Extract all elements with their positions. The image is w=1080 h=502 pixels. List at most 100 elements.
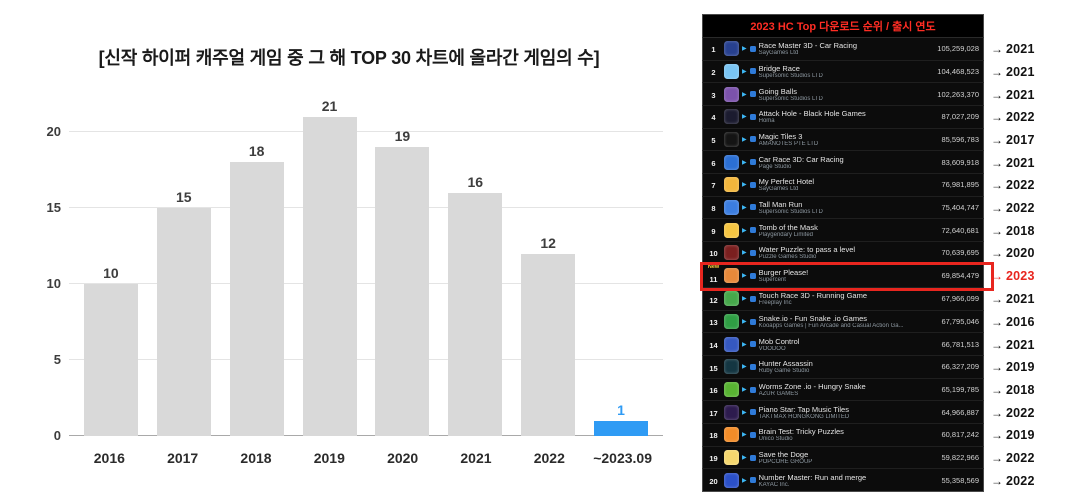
bar-group: 10 [80, 94, 142, 436]
app-publisher: KAYAC Inc. [758, 481, 790, 488]
app-icon [724, 450, 739, 466]
app-platform-icon [749, 272, 756, 279]
y-axis-tick-label: 15 [46, 200, 61, 216]
app-publisher: Ruby Game Studio [758, 368, 810, 375]
app-platform-icon [749, 113, 756, 120]
ranking-row-info: 5 ▶ Magic Tiles 3 AMANOTES PTE LTD 85,596,78… [702, 128, 984, 152]
download-count: 69,854,479 [941, 271, 979, 281]
ranking-row-info: 20 ▶ Number Master: Run and merge KAYAC Inc… [702, 469, 984, 493]
year-arrow-icon: → [991, 451, 1003, 466]
rank-number: 15 [709, 363, 718, 373]
release-year-cell: → 2021 [984, 38, 1048, 61]
app-platform-icon [749, 341, 756, 348]
chart-gridline [69, 435, 663, 436]
year-arrow-icon: → [991, 64, 1003, 79]
app-publisher: Homa [758, 118, 775, 125]
release-year: 2022 [1006, 178, 1035, 193]
app-icon [724, 199, 739, 215]
app-publisher: Supercent [758, 277, 786, 284]
rank-cell: 10 [706, 244, 721, 261]
chart-gridline [69, 131, 663, 133]
app-icon [724, 427, 739, 443]
app-text-block: Water Puzzle: to pass a level Puzzle Game… [759, 245, 939, 260]
year-arrow-icon: → [991, 246, 1003, 261]
download-count: 75,404,747 [941, 202, 979, 212]
ranking-row-info: 9 ▶ Tomb of the Mask Playgendary Limited 72,… [702, 219, 984, 242]
ranking-row: 9 ▶ Tomb of the Mask Playgendary Limited 72,… [702, 219, 1048, 242]
release-year: 2021 [1006, 42, 1035, 57]
year-arrow-icon: → [991, 383, 1003, 398]
year-arrow-icon: → [991, 223, 1003, 238]
play-store-icon: ▶ [742, 296, 747, 303]
bar-value-label: 10 [103, 265, 119, 282]
play-store-icon: ▶ [742, 91, 747, 98]
app-publisher: VOODOO [758, 345, 786, 352]
bar-group: 1 [590, 94, 652, 436]
play-store-icon: ▶ [742, 387, 747, 394]
release-year-cell: → 2019 [984, 424, 1048, 447]
year-arrow-icon: → [991, 42, 1003, 57]
rank-number: 4 [711, 113, 716, 123]
bar-group: 15 [153, 94, 215, 436]
chart-plot: 0 5 10 15 20 10 15 18 21 19 16 12 1 [47, 94, 663, 443]
bar [448, 192, 503, 436]
rank-number: 3 [711, 90, 716, 100]
play-store-icon: ▶ [742, 409, 747, 416]
ranking-row: 1 ▶ Race Master 3D - Car Racing SayGames Lt… [702, 38, 1048, 61]
app-icon [724, 472, 739, 488]
ranking-row-info: 1 ▶ Race Master 3D - Car Racing SayGames Lt… [702, 38, 984, 61]
app-text-block: Car Race 3D: Car Racing Page Studio [759, 155, 939, 170]
app-text-block: Going Balls Supersonic Studios LTD [759, 87, 935, 102]
app-icon [724, 63, 739, 79]
play-store-icon: ▶ [742, 159, 747, 166]
rank-cell: 14 [706, 336, 721, 353]
rank-cell: 17 [706, 404, 721, 421]
play-store-icon: ▶ [742, 46, 747, 53]
bar-group: 21 [299, 94, 361, 436]
ranking-row-info: 13 ▶ Snake.io - Fun Snake .io Games Kooapps… [702, 310, 984, 334]
release-year-cell: → 2016 [984, 310, 1048, 334]
app-name: Brain Test: Tricky Puzzles [758, 427, 844, 437]
ranking-row: 10 ▶ Water Puzzle: to pass a level Puzzle G… [702, 241, 1048, 265]
app-platform-icon [749, 477, 756, 484]
bar-value-label: 15 [175, 189, 192, 205]
app-platform-icon [749, 454, 756, 461]
x-axis-category-label: ~2023.09 [593, 450, 653, 466]
app-publisher: Unico Studio [758, 436, 793, 443]
app-text-block: Snake.io - Fun Snake .io Games Kooapps Ga… [759, 314, 939, 329]
app-text-block: Touch Race 3D - Running Game Freeplay Inc [759, 291, 939, 306]
rank-number: 13 [709, 318, 718, 328]
rank-cell: 18 [706, 426, 721, 443]
release-year-cell: → 2022 [984, 173, 1048, 197]
app-text-block: Attack Hole - Black Hole Games Homa [759, 109, 939, 124]
app-name: Magic Tiles 3 [758, 131, 803, 141]
ranking-row-info: 15 ▶ Hunter Assassin Ruby Game Studio 66,327… [702, 356, 984, 379]
app-publisher: POPCORE GROUP [758, 459, 813, 466]
app-text-block: Race Master 3D - Car Racing SayGames Ltd [759, 41, 935, 56]
bar-value-label: 1 [617, 401, 625, 418]
rank-number: 7 [711, 181, 716, 191]
rank-number: 11 [709, 275, 718, 285]
rank-number: 10 [709, 249, 718, 259]
play-store-icon: ▶ [742, 114, 747, 121]
release-year-cell: → 2021 [984, 288, 1048, 311]
download-count: 87,027,209 [941, 112, 979, 122]
app-icon [724, 382, 739, 398]
bar [156, 208, 211, 436]
app-platform-icon [749, 318, 756, 325]
app-platform-icon [749, 249, 756, 256]
app-publisher: Playgendary Limited [758, 231, 813, 238]
rank-cell: 16 [706, 381, 721, 398]
release-year-cell: → 2017 [984, 128, 1048, 152]
rank-cell: 20 [706, 472, 721, 489]
app-name: Going Balls [758, 86, 797, 96]
download-count: 66,781,513 [941, 339, 979, 349]
play-store-icon: ▶ [742, 455, 747, 462]
rank-cell: 12 [706, 291, 721, 308]
release-year: 2022 [1006, 110, 1035, 125]
release-year: 2018 [1006, 223, 1035, 238]
y-axis-tick-label: 20 [46, 124, 61, 140]
release-year-cell: → 2019 [984, 356, 1048, 379]
play-store-icon: ▶ [742, 136, 747, 143]
app-text-block: Burger Please! Supercent [759, 268, 939, 283]
